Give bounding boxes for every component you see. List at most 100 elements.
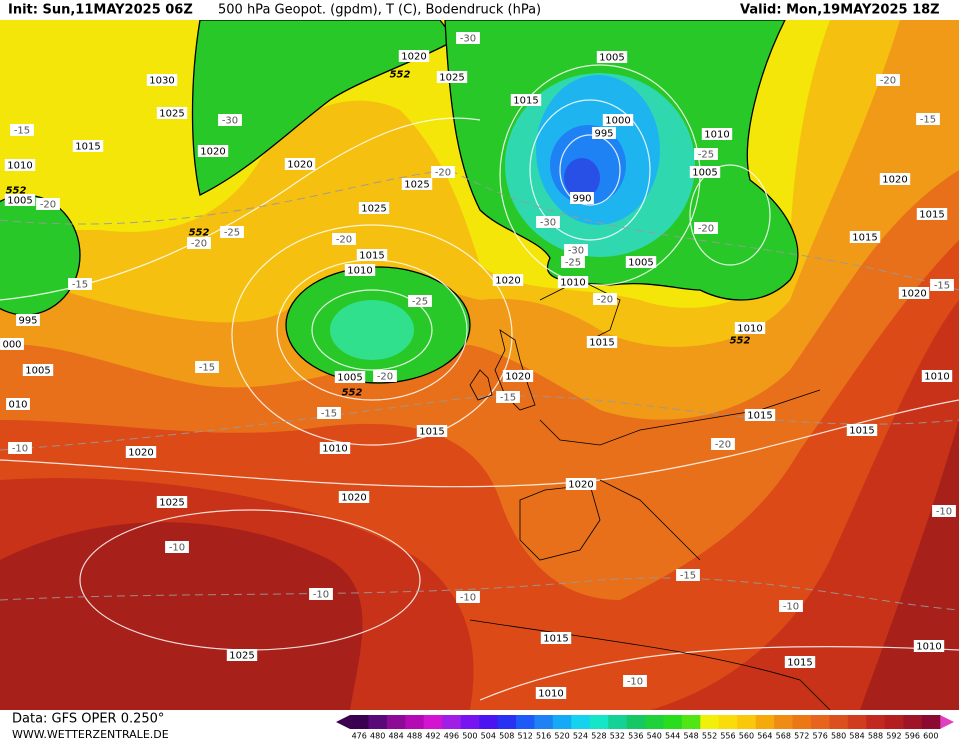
colorbar-label: 544 [665, 732, 680, 741]
label-box [564, 244, 588, 256]
colorbar-swatch [829, 715, 849, 729]
temperature-label: -20 [715, 440, 731, 451]
colorbar-label: 592 [886, 732, 901, 741]
label-box [187, 237, 211, 249]
label-box [6, 398, 30, 410]
colorbar-swatch [774, 715, 793, 729]
label-box [502, 370, 534, 382]
temperature-label: -20 [880, 76, 896, 87]
colorbar-swatch [645, 715, 664, 729]
label-box [436, 71, 468, 83]
colorbar-label: 532 [610, 732, 625, 741]
temperature-label: -15 [500, 393, 516, 404]
colorbar-swatch [663, 715, 683, 729]
temperature-label: -20 [698, 224, 714, 235]
colorbar-swatch [921, 715, 941, 729]
pressure-label: 1010 [704, 130, 729, 141]
temperature-label: -25 [224, 228, 240, 239]
pressure-label: 1015 [513, 96, 538, 107]
temperature-label: -20 [435, 168, 451, 179]
temperature-label: -30 [568, 246, 584, 257]
label-box [540, 632, 572, 644]
pressure-label: 990 [572, 194, 591, 205]
label-box [496, 391, 520, 403]
init-time: Init: Sun,11MAY2025 06Z [8, 3, 193, 18]
temperature-label: -25 [412, 297, 428, 308]
height-field [0, 19, 959, 710]
label-box [561, 256, 585, 268]
colorbar-label: 488 [407, 732, 422, 741]
pressure-label: 1015 [543, 634, 568, 645]
pressure-label: 1010 [538, 689, 563, 700]
label-box [711, 438, 735, 450]
label-box [689, 166, 721, 178]
label-box [401, 178, 433, 190]
temperature-label: -10 [460, 593, 476, 604]
colorbar-swatch [497, 715, 517, 729]
label-box [319, 442, 351, 454]
label-box [676, 569, 700, 581]
temperature-label: -15 [680, 571, 696, 582]
colorbar-label: 504 [481, 732, 496, 741]
pressure-label: 010 [8, 400, 27, 411]
label-box [16, 314, 40, 326]
label-box [593, 293, 617, 305]
label-box [734, 322, 766, 334]
colorbar-swatch [810, 715, 830, 729]
colorbar: 476 480 484 488 492 496 500 504 508 512 516 520 524 5… [336, 715, 954, 741]
label-box [602, 114, 634, 126]
temperature-label: -30 [460, 34, 476, 45]
label-box [22, 364, 54, 376]
label-box [218, 114, 242, 126]
temperature-label: -15 [934, 281, 950, 292]
pressure-label: 1020 [200, 147, 225, 158]
temperature-label: -20 [191, 239, 207, 250]
colorbar-label: 540 [647, 732, 662, 741]
temperature-label: -10 [12, 444, 28, 455]
pressure-label: 1020 [287, 160, 312, 171]
field-536 [330, 300, 414, 360]
colorbar-arrow [940, 715, 954, 729]
label-box [879, 173, 911, 185]
pressure-label: 1005 [628, 258, 653, 269]
pressure-label: 1020 [882, 175, 907, 186]
label-box [930, 279, 954, 291]
label-box [156, 107, 188, 119]
colorbar-arrow [336, 715, 350, 729]
colorbar-label: 560 [739, 732, 754, 741]
label-box [220, 226, 244, 238]
label-box [358, 202, 390, 214]
pressure-label: 1005 [692, 168, 717, 179]
pressure-label: 1030 [149, 76, 174, 87]
field-504 [564, 158, 600, 198]
temperature-label: -20 [336, 235, 352, 246]
pressure-label: 995 [594, 129, 613, 140]
colorbar-swatch [626, 715, 646, 729]
pressure-label: 1025 [229, 651, 254, 662]
label-box [226, 649, 258, 661]
colorbar-label: 596 [905, 732, 920, 741]
colorbar-swatch [552, 715, 572, 729]
colorbar-label: 528 [591, 732, 606, 741]
pressure-label: 1005 [599, 53, 624, 64]
height-label: 552 [342, 388, 363, 399]
map-title: 500 hPa Geopot. (gpdm), T (C), Bodendruc… [218, 3, 541, 18]
label-box [284, 158, 316, 170]
label-box [846, 424, 878, 436]
label-box [694, 222, 718, 234]
temperature-label: -15 [920, 115, 936, 126]
label-box [898, 287, 930, 299]
colorbar-swatch [700, 715, 720, 729]
colorbar-label: 524 [573, 732, 588, 741]
pressure-label: 1015 [852, 233, 877, 244]
temperature-label: -15 [14, 126, 30, 137]
colorbar-swatch [571, 715, 590, 729]
pressure-label: 1020 [495, 276, 520, 287]
colorbar-swatch [608, 715, 627, 729]
label-box [694, 148, 718, 160]
label-box [317, 407, 341, 419]
colorbar-swatch [681, 715, 701, 729]
pressure-label: 1015 [849, 426, 874, 437]
height-label: 552 [730, 336, 751, 347]
